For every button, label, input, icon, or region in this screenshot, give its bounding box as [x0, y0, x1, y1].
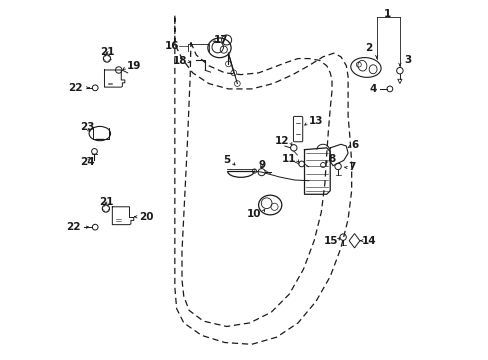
- Text: 11: 11: [281, 154, 296, 164]
- Text: 22: 22: [68, 83, 83, 93]
- Text: 1: 1: [383, 9, 390, 19]
- Text: 7: 7: [347, 162, 355, 172]
- Text: 20: 20: [139, 212, 153, 222]
- Text: 5: 5: [223, 156, 230, 165]
- FancyBboxPatch shape: [293, 116, 302, 142]
- Text: 15: 15: [323, 236, 337, 246]
- Text: 19: 19: [126, 62, 141, 71]
- Text: 24: 24: [80, 157, 95, 167]
- Text: 16: 16: [164, 41, 179, 51]
- Text: 13: 13: [308, 116, 323, 126]
- Text: 22: 22: [65, 222, 80, 232]
- Text: 14: 14: [361, 237, 376, 247]
- Text: 4: 4: [368, 84, 376, 94]
- Text: 3: 3: [404, 55, 411, 65]
- Text: 2: 2: [365, 43, 372, 53]
- Text: 23: 23: [80, 122, 95, 132]
- Text: 9: 9: [258, 159, 264, 170]
- Text: 8: 8: [328, 154, 335, 163]
- Text: 18: 18: [172, 57, 187, 66]
- Text: 6: 6: [351, 140, 358, 150]
- Text: 21: 21: [99, 197, 113, 207]
- Text: 17: 17: [214, 35, 228, 45]
- Text: 12: 12: [274, 136, 288, 146]
- Text: 21: 21: [100, 47, 114, 57]
- Text: 10: 10: [246, 209, 261, 219]
